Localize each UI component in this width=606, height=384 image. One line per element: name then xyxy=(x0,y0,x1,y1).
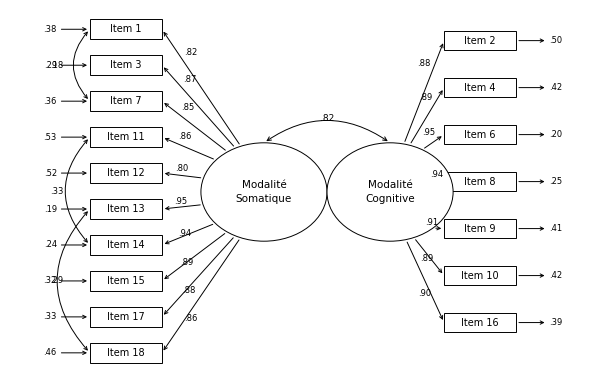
Text: .80: .80 xyxy=(175,164,188,173)
Text: .95: .95 xyxy=(422,128,436,137)
Text: Item 10: Item 10 xyxy=(461,271,499,281)
Text: .39: .39 xyxy=(549,318,562,327)
Text: .52: .52 xyxy=(44,169,57,177)
FancyBboxPatch shape xyxy=(444,31,516,50)
Text: Item 17: Item 17 xyxy=(107,312,145,322)
Text: Item 16: Item 16 xyxy=(461,318,499,328)
Text: Item 7: Item 7 xyxy=(110,96,142,106)
Text: .19: .19 xyxy=(44,205,57,214)
FancyBboxPatch shape xyxy=(90,235,162,255)
FancyBboxPatch shape xyxy=(444,313,516,333)
FancyBboxPatch shape xyxy=(444,266,516,285)
Text: Item 2: Item 2 xyxy=(464,36,496,46)
FancyBboxPatch shape xyxy=(90,127,162,147)
Text: .33: .33 xyxy=(44,313,57,321)
Text: Item 15: Item 15 xyxy=(107,276,145,286)
FancyBboxPatch shape xyxy=(90,55,162,75)
Text: Modalité
Cognitive: Modalité Cognitive xyxy=(365,180,415,204)
Text: .32: .32 xyxy=(44,276,57,285)
Text: .82: .82 xyxy=(320,114,334,123)
Text: .41: .41 xyxy=(549,224,562,233)
Text: Item 6: Item 6 xyxy=(464,130,496,140)
Ellipse shape xyxy=(327,143,453,241)
FancyBboxPatch shape xyxy=(90,20,162,39)
Text: .42: .42 xyxy=(549,83,562,92)
Text: Item 13: Item 13 xyxy=(107,204,145,214)
FancyBboxPatch shape xyxy=(444,219,516,238)
Text: .82: .82 xyxy=(184,48,198,57)
Text: .85: .85 xyxy=(181,103,194,113)
Text: .38: .38 xyxy=(44,25,57,34)
Text: .88: .88 xyxy=(182,286,196,295)
Text: .89: .89 xyxy=(419,93,432,102)
Text: Item 3: Item 3 xyxy=(110,60,142,70)
Text: Item 11: Item 11 xyxy=(107,132,145,142)
Text: .95: .95 xyxy=(175,197,188,207)
Text: Item 4: Item 4 xyxy=(464,83,496,93)
Text: .91: .91 xyxy=(425,218,439,227)
Text: .50: .50 xyxy=(549,36,562,45)
Text: .29: .29 xyxy=(44,61,57,70)
Text: .86: .86 xyxy=(178,132,191,141)
Text: Item 12: Item 12 xyxy=(107,168,145,178)
FancyBboxPatch shape xyxy=(444,125,516,144)
Text: .25: .25 xyxy=(549,177,562,186)
Text: .53: .53 xyxy=(44,132,57,142)
Text: .36: .36 xyxy=(44,97,57,106)
Text: .94: .94 xyxy=(178,229,191,238)
Text: .33: .33 xyxy=(50,187,64,195)
Text: Item 18: Item 18 xyxy=(107,348,145,358)
Ellipse shape xyxy=(201,143,327,241)
Text: .24: .24 xyxy=(44,240,57,250)
Text: Item 9: Item 9 xyxy=(464,223,496,233)
FancyBboxPatch shape xyxy=(444,78,516,98)
Text: .94: .94 xyxy=(430,170,444,179)
Text: Modalité
Somatique: Modalité Somatique xyxy=(236,180,292,204)
Text: .89: .89 xyxy=(420,255,433,263)
Text: Item 8: Item 8 xyxy=(464,177,496,187)
FancyBboxPatch shape xyxy=(90,163,162,183)
Text: .18: .18 xyxy=(50,61,64,70)
FancyBboxPatch shape xyxy=(90,91,162,111)
Text: .89: .89 xyxy=(181,258,194,267)
FancyBboxPatch shape xyxy=(444,172,516,192)
Text: Item 1: Item 1 xyxy=(110,24,142,34)
Text: .88: .88 xyxy=(417,59,430,68)
FancyBboxPatch shape xyxy=(90,199,162,219)
Text: .46: .46 xyxy=(44,348,57,358)
Text: .20: .20 xyxy=(549,130,562,139)
Text: .86: .86 xyxy=(184,313,198,323)
FancyBboxPatch shape xyxy=(90,343,162,362)
Text: Item 14: Item 14 xyxy=(107,240,145,250)
Text: .29: .29 xyxy=(50,276,64,285)
Text: .42: .42 xyxy=(549,271,562,280)
Text: .90: .90 xyxy=(418,289,431,298)
Text: .87: .87 xyxy=(182,75,196,84)
FancyBboxPatch shape xyxy=(90,271,162,291)
FancyBboxPatch shape xyxy=(90,307,162,327)
